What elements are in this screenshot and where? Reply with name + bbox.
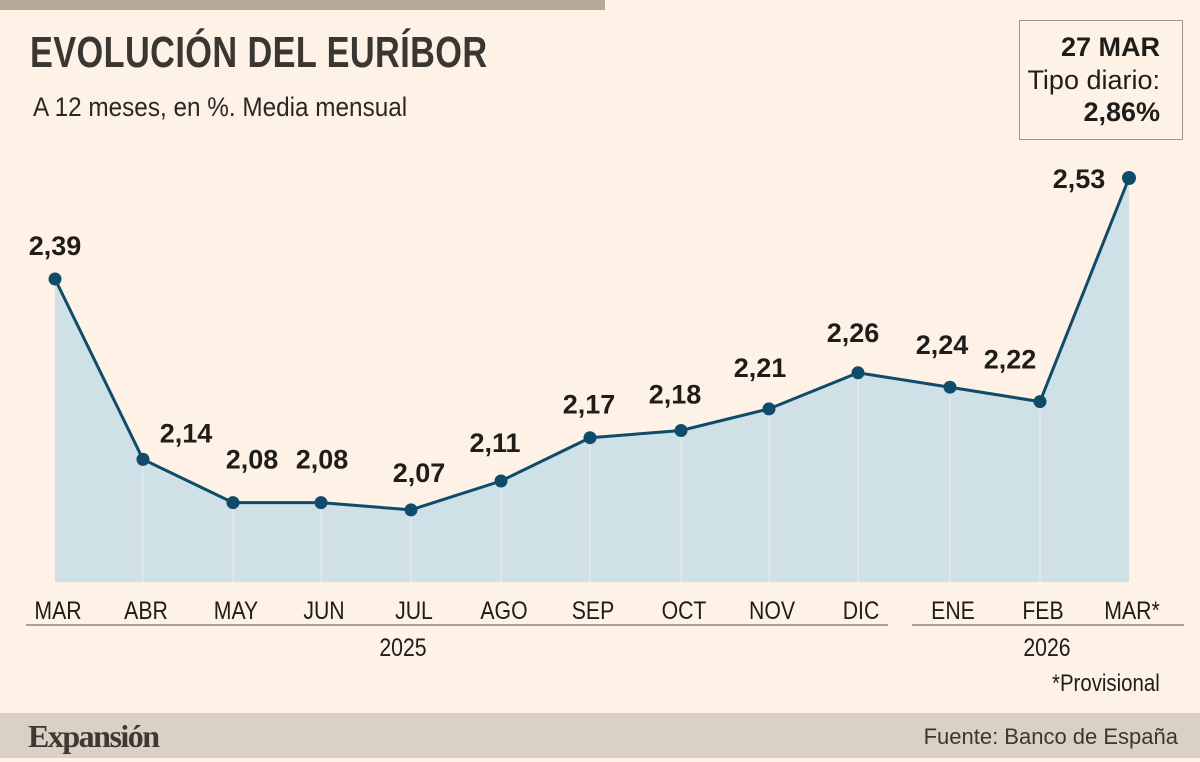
data-label: 2,26 bbox=[827, 318, 880, 348]
expansion-logo: Expansión bbox=[28, 718, 160, 754]
data-point bbox=[136, 452, 150, 466]
data-label: 2,18 bbox=[649, 380, 702, 410]
data-point bbox=[583, 431, 597, 445]
data-point bbox=[762, 402, 776, 416]
data-point bbox=[1122, 171, 1136, 185]
data-label: 2,08 bbox=[226, 445, 279, 475]
x-tick-label: FEB bbox=[1022, 596, 1063, 624]
x-tick-label: JUL bbox=[395, 596, 433, 624]
year-label: 2026 bbox=[1023, 633, 1070, 661]
daily-rate-label: Tipo diario: bbox=[1027, 65, 1160, 95]
data-point bbox=[1033, 395, 1047, 409]
footnote: *Provisional bbox=[1052, 670, 1160, 697]
source-note: Fuente: Banco de España bbox=[923, 724, 1178, 749]
data-point bbox=[404, 503, 418, 517]
data-point bbox=[943, 380, 957, 394]
data-point bbox=[314, 496, 328, 510]
x-tick-label: ENE bbox=[931, 596, 975, 624]
data-point bbox=[674, 424, 688, 437]
x-tick-label: ABR bbox=[124, 596, 168, 624]
year-label: 2025 bbox=[379, 633, 426, 661]
x-tick-label: MAY bbox=[214, 596, 258, 624]
data-label: 2,08 bbox=[296, 445, 349, 475]
x-tick-label: DIC bbox=[843, 596, 880, 624]
x-tick-label: NOV bbox=[749, 596, 796, 624]
data-label: 2,22 bbox=[984, 345, 1037, 375]
x-tick-label: MAR bbox=[34, 596, 81, 624]
daily-rate-value: 2,86% bbox=[1083, 97, 1160, 127]
x-tick-label: JUN bbox=[303, 596, 344, 624]
daily-rate-box: 27 MAR Tipo diario: 2,86% bbox=[1019, 20, 1183, 140]
data-point bbox=[494, 474, 508, 488]
data-point bbox=[851, 366, 865, 380]
x-tick-label: SEP bbox=[572, 596, 615, 624]
daily-rate-date: 27 MAR bbox=[1060, 32, 1160, 62]
data-label: 2,39 bbox=[29, 231, 82, 261]
data-label: 2,17 bbox=[563, 390, 616, 420]
x-tick-label: AGO bbox=[480, 596, 527, 624]
data-point bbox=[48, 272, 62, 286]
top-accent-bar bbox=[0, 0, 605, 10]
data-label: 2,21 bbox=[734, 353, 787, 383]
data-label: 2,11 bbox=[469, 428, 520, 458]
data-point bbox=[226, 496, 240, 510]
chart-title: EVOLUCIÓN DEL EURÍBOR bbox=[30, 28, 488, 77]
footer-bar: Expansión Fuente: Banco de España bbox=[0, 713, 1200, 758]
data-label: 2,07 bbox=[393, 458, 446, 488]
x-tick-label: OCT bbox=[662, 596, 707, 624]
data-label: 2,24 bbox=[916, 330, 969, 360]
chart-subtitle: A 12 meses, en %. Media mensual bbox=[33, 92, 408, 122]
data-label: 2,14 bbox=[160, 418, 213, 448]
area-fill bbox=[55, 178, 1129, 582]
x-tick-label: MAR* bbox=[1104, 596, 1159, 624]
data-label: 2,53 bbox=[1053, 164, 1106, 194]
